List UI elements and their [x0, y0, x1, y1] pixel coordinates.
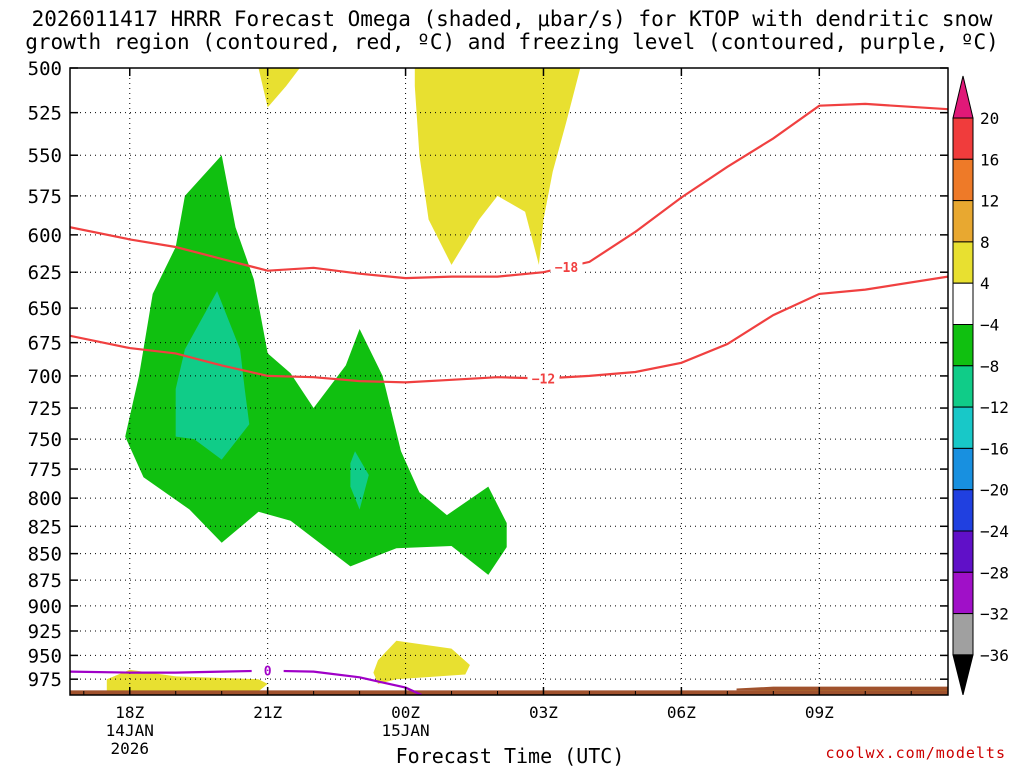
y-tick-label-725: 725 [28, 398, 62, 420]
contour-line-1 [70, 275, 948, 384]
colorbar-swatch-3 [952, 241, 974, 284]
y-tick-label-950: 950 [28, 645, 62, 667]
colorbar-swatch-9 [952, 489, 974, 532]
contour-label-2: 0 [264, 665, 272, 680]
y-tick-label-700: 700 [28, 366, 62, 388]
colorbar-swatch-4 [952, 282, 974, 326]
x-tick-label-21Z: 21Z [253, 703, 282, 722]
omega-shaded-region-6 [175, 291, 250, 460]
y-tick-label-750: 750 [28, 429, 62, 451]
x-tick-label-00Z: 00Z [391, 703, 420, 722]
x-tick-label-03Z: 03Z [529, 703, 558, 722]
colorbar-swatch-2 [952, 200, 974, 243]
colorbar-label-6: −8 [980, 357, 999, 376]
y-tick-label-825: 825 [28, 516, 62, 538]
chart-title-line1: 2026011417 HRRR Forecast Omega (shaded, … [31, 7, 993, 31]
colorbar-top-arrow [952, 75, 974, 119]
y-tick-label-550: 550 [28, 145, 62, 167]
colorbar-label-7: −12 [980, 398, 1009, 417]
contour-label-bg-2 [251, 663, 284, 678]
omega-shaded-region-3 [373, 640, 470, 684]
x-tick-sublabel1-00Z: 15JAN [381, 721, 429, 740]
contour-label-bg-1 [527, 371, 560, 386]
colorbar-label-3: 8 [980, 233, 990, 252]
omega-shaded-region-1 [414, 68, 581, 265]
y-tick-label-975: 975 [28, 669, 62, 691]
y-tick-label-525: 525 [28, 103, 62, 125]
colorbar-bottom-arrow [952, 654, 974, 696]
x-tick-sublabel2-18Z: 2026 [110, 739, 149, 758]
y-tick-label-600: 600 [28, 225, 62, 247]
colorbar-label-9: −20 [980, 481, 1009, 500]
colorbar-swatch-11 [952, 571, 974, 615]
x-tick-label-06Z: 06Z [667, 703, 696, 722]
colorbar-label-11: −28 [980, 563, 1009, 582]
contour-label-0: −18 [555, 261, 579, 276]
y-tick-label-625: 625 [28, 262, 62, 284]
ground-rise [736, 686, 948, 691]
colorbar-swatch-8 [952, 447, 974, 491]
x-tick-label-18Z: 18Z [115, 703, 144, 722]
colorbar-label-4: 4 [980, 274, 990, 293]
omega-shaded-region-0 [258, 68, 300, 108]
x-tick-sublabel1-18Z: 14JAN [106, 721, 154, 740]
y-tick-label-850: 850 [28, 544, 62, 566]
colorbar-label-0: 20 [980, 109, 999, 128]
y-tick-label-900: 900 [28, 596, 62, 618]
colorbar-swatch-0 [952, 117, 974, 160]
colorbar-label-1: 16 [980, 150, 999, 169]
y-tick-label-925: 925 [28, 621, 62, 643]
colorbar-swatch-5 [952, 324, 974, 367]
colorbar-swatch-12 [952, 613, 974, 656]
colorbar-label-13: −36 [980, 646, 1009, 665]
x-axis-title: Forecast Time (UTC) [395, 744, 625, 768]
credit-link[interactable]: coolwx.com/modelts [825, 744, 1006, 762]
plot-frame [69, 67, 949, 696]
colorbar-label-2: 12 [980, 192, 999, 211]
ground-strip [70, 690, 948, 695]
x-tick-label-09Z: 09Z [805, 703, 834, 722]
y-tick-label-800: 800 [28, 488, 62, 510]
colorbar-swatch-10 [952, 530, 974, 573]
contour-label-1: −12 [532, 373, 555, 388]
colorbar-label-8: −16 [980, 439, 1009, 458]
colorbar-label-12: −32 [980, 605, 1009, 624]
colorbar-label-5: −4 [980, 316, 999, 335]
chart-title-line2: growth region (contoured, red, ºC) and f… [25, 30, 999, 54]
colorbar-label-10: −24 [980, 522, 1009, 541]
y-tick-label-675: 675 [28, 333, 62, 355]
omega-shaded-region-2 [106, 669, 268, 692]
y-tick-label-775: 775 [28, 459, 62, 481]
y-tick-label-575: 575 [28, 186, 62, 208]
omega-shaded-region-5 [125, 155, 507, 575]
contour-label-bg-0 [550, 260, 583, 275]
colorbar-swatch-1 [952, 158, 974, 202]
y-tick-label-650: 650 [28, 298, 62, 320]
y-tick-label-875: 875 [28, 570, 62, 592]
y-tick-label-500: 500 [28, 58, 62, 80]
colorbar-swatch-6 [952, 365, 974, 408]
colorbar-swatch-7 [952, 406, 974, 449]
omega-shaded-region-7 [350, 451, 369, 510]
contour-line-0 [70, 102, 948, 280]
